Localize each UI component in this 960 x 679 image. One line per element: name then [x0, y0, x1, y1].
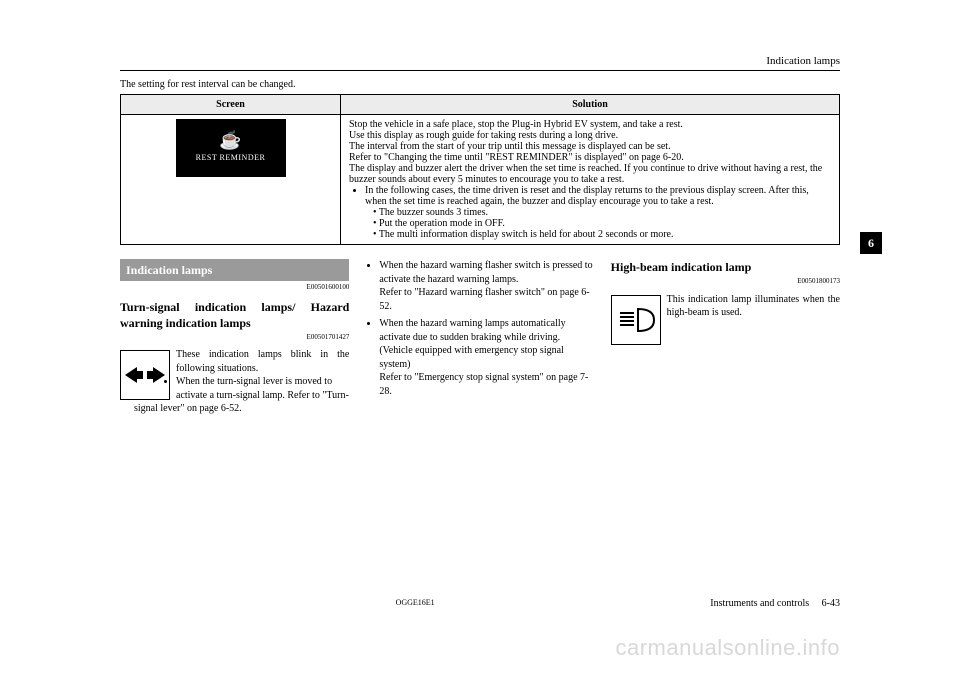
screen-cell: ☕ REST REMINDER	[121, 115, 341, 245]
col2-b2ref: Refer to "Emergency stop signal system" …	[379, 372, 588, 397]
high-beam-heading: High-beam indication lamp	[611, 259, 840, 275]
turn-signal-body: These indication lamps blink in the foll…	[120, 348, 349, 416]
high-beam-body: This indication lamp illuminates when th…	[611, 293, 840, 320]
column-2: When the hazard warning flasher switch i…	[365, 259, 594, 420]
column-3: High-beam indication lamp E00501800173 T…	[611, 259, 840, 420]
solution-bullet: In the following cases, the time driven …	[365, 185, 831, 240]
solution-p4: Refer to "Changing the time until "REST …	[349, 152, 831, 163]
solution-sub1: The buzzer sounds 3 times.	[373, 207, 831, 218]
footer-page-info: Instruments and controls 6-43	[710, 598, 840, 609]
watermark: carmanualsonline.info	[615, 635, 840, 661]
table-header-screen: Screen	[121, 95, 341, 115]
solution-b1: In the following cases, the time driven …	[365, 185, 809, 207]
column-1: Indication lamps E00501600100 Turn-signa…	[120, 259, 349, 420]
turn-signal-arrows-icon	[125, 365, 165, 385]
solution-p3: The interval from the start of your trip…	[349, 141, 831, 152]
footer-doc-code: OGGE16E1	[120, 598, 710, 609]
solution-cell: Stop the vehicle in a safe place, stop t…	[341, 115, 840, 245]
doc-id-3: E00501800173	[611, 277, 840, 286]
col2-b1ref: Refer to "Hazard warning flasher switch"…	[379, 287, 589, 312]
coffee-cup-icon: ☕	[176, 131, 286, 149]
rest-reminder-label: REST REMINDER	[176, 153, 286, 162]
footer-page-number: 6-43	[822, 598, 840, 609]
table-header-solution: Solution	[341, 95, 840, 115]
rest-reminder-table: Screen Solution ☕ REST REMINDER Stop the…	[120, 94, 840, 245]
col2-bullet1: When the hazard warning flasher switch i…	[379, 259, 594, 313]
col3-body: This indication lamp illuminates when th…	[667, 294, 840, 319]
col2-bullet2: When the hazard warning lamps automatica…	[379, 317, 594, 398]
solution-p5: The display and buzzer alert the driver …	[349, 163, 831, 185]
solution-p1: Stop the vehicle in a safe place, stop t…	[349, 119, 831, 130]
high-beam-icon-box	[611, 295, 661, 345]
doc-id-2: E00501701427	[120, 333, 349, 342]
col2-b1: When the hazard warning flasher switch i…	[379, 260, 592, 285]
high-beam-icon	[616, 305, 656, 335]
solution-p2: Use this display as rough guide for taki…	[349, 130, 831, 141]
footer-section: Instruments and controls	[710, 598, 809, 609]
content-columns: Indication lamps E00501600100 Turn-signa…	[120, 259, 840, 420]
col1-body1: These indication lamps blink in the foll…	[176, 349, 349, 374]
page-footer: OGGE16E1 Instruments and controls 6-43	[120, 598, 840, 609]
solution-sub3: The multi information display switch is …	[373, 229, 831, 240]
intro-text: The setting for rest interval can be cha…	[120, 79, 840, 90]
rest-reminder-display: ☕ REST REMINDER	[176, 119, 286, 177]
section-title-indication-lamps: Indication lamps	[120, 259, 349, 281]
chapter-tab: 6	[860, 232, 882, 254]
turn-signal-heading: Turn-signal indication lamps/ Hazard war…	[120, 299, 349, 331]
doc-id-1: E00501600100	[120, 283, 349, 292]
page-header: Indication lamps	[120, 55, 840, 71]
col2-b2: When the hazard warning lamps automatica…	[379, 318, 565, 370]
solution-sub2: Put the operation mode in OFF.	[373, 218, 831, 229]
